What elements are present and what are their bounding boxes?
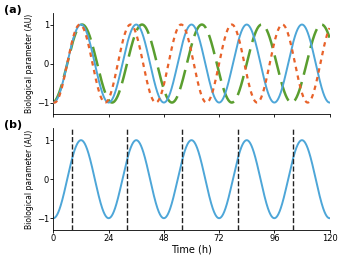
Text: (a): (a) — [4, 5, 22, 15]
X-axis label: Time (h): Time (h) — [171, 244, 212, 255]
Y-axis label: Biological parameter (AU): Biological parameter (AU) — [25, 129, 34, 229]
Text: (b): (b) — [4, 120, 22, 130]
Y-axis label: Biological parameter (AU): Biological parameter (AU) — [25, 14, 34, 113]
